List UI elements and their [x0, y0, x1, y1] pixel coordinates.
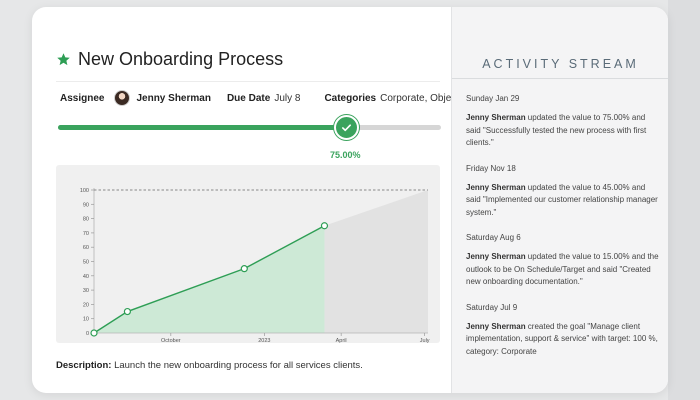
data-point — [90, 329, 98, 337]
entry-message: created the goal "Manage client implemen… — [466, 321, 658, 356]
entry-user[interactable]: Jenny Sherman — [466, 182, 526, 192]
y-tick-label: 20 — [83, 302, 89, 308]
activity-entry: Saturday Aug 6 Jenny Sherman updated the… — [466, 233, 662, 289]
y-tick-label: 30 — [83, 288, 89, 294]
due-date-value: July 8 — [274, 92, 301, 104]
progress-bar[interactable] — [58, 115, 441, 140]
meta-row: Assignee Jenny Sherman Due Date July 8 C… — [60, 86, 472, 110]
activity-entries: Sunday Jan 29 Jenny Sherman updated the … — [466, 94, 662, 372]
y-tick-label: 90 — [83, 202, 89, 208]
y-tick-label: 70 — [83, 231, 89, 237]
series-line — [93, 225, 325, 334]
y-tick-label: 60 — [83, 245, 89, 251]
activity-entry: Saturday Jul 9 Jenny Sherman created the… — [466, 303, 662, 359]
goal-card: New Onboarding Process Assignee Jenny Sh… — [32, 7, 668, 393]
activity-stream-title: ACTIVITY STREAM — [482, 57, 639, 71]
x-tick-label: July — [420, 338, 430, 343]
avatar — [114, 90, 131, 106]
activity-entry: Sunday Jan 29 Jenny Sherman updated the … — [466, 94, 662, 150]
check-icon — [342, 124, 352, 132]
description-text: Launch the new onboarding process for al… — [114, 360, 363, 371]
entry-user[interactable]: Jenny Sherman — [466, 252, 526, 261]
background-panel-edge — [668, 0, 700, 400]
categories-value: Corporate, Objective — [380, 92, 472, 104]
categories-label: Categories — [324, 92, 377, 104]
entry-date: Saturday Jul 9 — [466, 302, 518, 312]
activity-entry: Friday Nov 18 Jenny Sherman updated the … — [466, 164, 662, 220]
progress-area — [94, 225, 325, 333]
projection-area — [324, 190, 428, 333]
star-icon[interactable] — [56, 52, 71, 67]
y-tick-label: 0 — [86, 331, 89, 337]
y-tick-label: 40 — [83, 274, 89, 280]
data-point — [240, 265, 248, 273]
data-point — [123, 307, 132, 316]
x-tick-label: 2023 — [258, 338, 270, 343]
entry-date: Saturday Aug 6 — [466, 233, 521, 242]
y-tick-label: 80 — [83, 217, 89, 223]
entry-date: Friday Nov 18 — [466, 163, 516, 173]
y-tick-label: 100 — [80, 188, 89, 194]
assignee-name[interactable]: Jenny Sherman — [136, 92, 211, 104]
entry-user[interactable]: Jenny Sherman — [466, 321, 526, 331]
entry-text: Jenny Sherman created the goal "Manage c… — [466, 321, 662, 359]
entry-user[interactable]: Jenny Sherman — [466, 113, 526, 122]
page-title: New Onboarding Process — [78, 49, 284, 69]
x-tick-label: April — [336, 338, 347, 343]
assignee-label: Assignee — [60, 92, 105, 104]
progress-percent-label: 75.00% — [329, 150, 361, 160]
progress-chart: 0 10 20 30 40 50 60 70 80 90 100 October 2023 April Ju… — [56, 165, 440, 344]
divider — [452, 78, 668, 79]
entry-message: updated the value to 15.00% and the outl… — [466, 252, 659, 286]
entry-text: Jenny Sherman updated the value to 15.00… — [466, 251, 662, 289]
data-point — [320, 222, 329, 230]
entry-message: updated the value to 75.00% and said "Su… — [466, 113, 647, 147]
description: Description: Launch the new onboarding p… — [56, 360, 363, 371]
y-tick-label: 50 — [83, 260, 89, 266]
goal-detail-panel: New Onboarding Process Assignee Jenny Sh… — [32, 7, 472, 393]
divider — [56, 81, 440, 82]
entry-text: Jenny Sherman updated the value to 75.00… — [466, 112, 662, 150]
title-row: New Onboarding Process — [56, 49, 283, 70]
progress-handle[interactable] — [334, 115, 360, 140]
entry-text: Jenny Sherman updated the value to 45.00… — [466, 182, 662, 220]
description-label: Description: — [56, 360, 112, 371]
entry-date: Sunday Jan 29 — [466, 94, 520, 103]
progress-chart-svg: 0 10 20 30 40 50 60 70 80 90 100 October 2023 April Ju… — [80, 188, 430, 344]
y-tick-label: 10 — [83, 317, 89, 323]
progress-fill — [58, 125, 346, 130]
due-date-label: Due Date — [226, 92, 271, 104]
entry-message: updated the value to 45.00% and said "Im… — [466, 182, 658, 217]
activity-stream-panel: ACTIVITY STREAM Sunday Jan 29 Jenny Sher… — [451, 7, 668, 393]
x-tick-label: October — [161, 338, 181, 343]
